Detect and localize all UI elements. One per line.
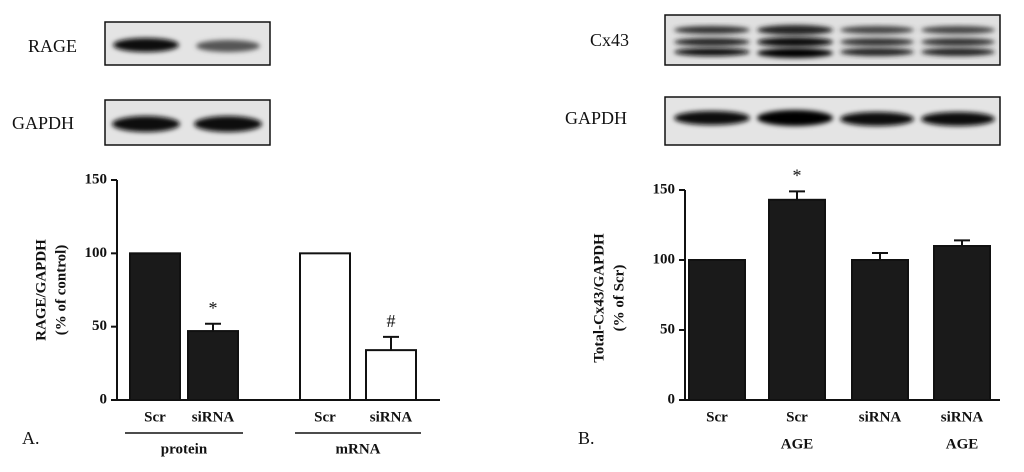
y-tick-label: 150 [653,181,676,197]
x-tick-label: Scr [144,409,166,425]
y-tick-label: 0 [668,391,676,407]
annotation: * [793,166,802,186]
y-axis-label: Total-Cx43/GAPDH [591,233,607,363]
blot-label: GAPDH [565,108,627,128]
x-tick-label: siRNA [941,409,984,425]
x-tick-label: siRNA [370,409,413,425]
y-tick-label: 100 [85,245,108,261]
bar [933,245,991,401]
annotation: * [209,298,218,318]
blot-cx43 [664,14,1001,66]
x-tick-label: siRNA [859,409,902,425]
panel-label: A. [22,428,40,448]
x-tick-label: Scr [706,409,728,425]
x-tick-sublabel: AGE [946,436,979,452]
blot-label: GAPDH [12,113,74,133]
x-tick-label: siRNA [192,409,235,425]
error-bar [872,252,888,260]
annotation: # [387,311,396,331]
group-label: mRNA [336,441,381,457]
bar [688,259,746,401]
error-bar [954,239,970,246]
x-tick-label: Scr [314,409,336,425]
bar [768,198,826,401]
y-tick-label: 100 [653,251,676,267]
error-bar [383,335,399,351]
y-axis-label: (% of Scr) [611,265,627,332]
y-tick-label: 50 [92,318,107,334]
y-tick-label: 0 [100,391,108,407]
bar [187,330,239,402]
panel-label: B. [578,428,595,448]
bar [129,252,181,401]
group-label: protein [161,441,208,457]
y-axis-label: (% of control) [53,245,69,336]
y-axis-label: RAGE/GAPDH [33,239,49,341]
blot-gapdh-b [664,96,1001,146]
blot-label: Cx43 [590,30,629,50]
blot-rage [104,21,271,66]
y-tick-label: 50 [660,321,675,337]
x-tick-label: Scr [786,409,808,425]
bar [299,252,351,401]
x-tick-sublabel: AGE [781,436,814,452]
bar [851,259,909,401]
blot-gapdh-a [104,99,271,146]
blot-label: RAGE [28,36,77,56]
error-bar [789,190,805,200]
y-tick-label: 150 [85,171,108,187]
bar [365,349,417,401]
error-bar [205,322,221,332]
